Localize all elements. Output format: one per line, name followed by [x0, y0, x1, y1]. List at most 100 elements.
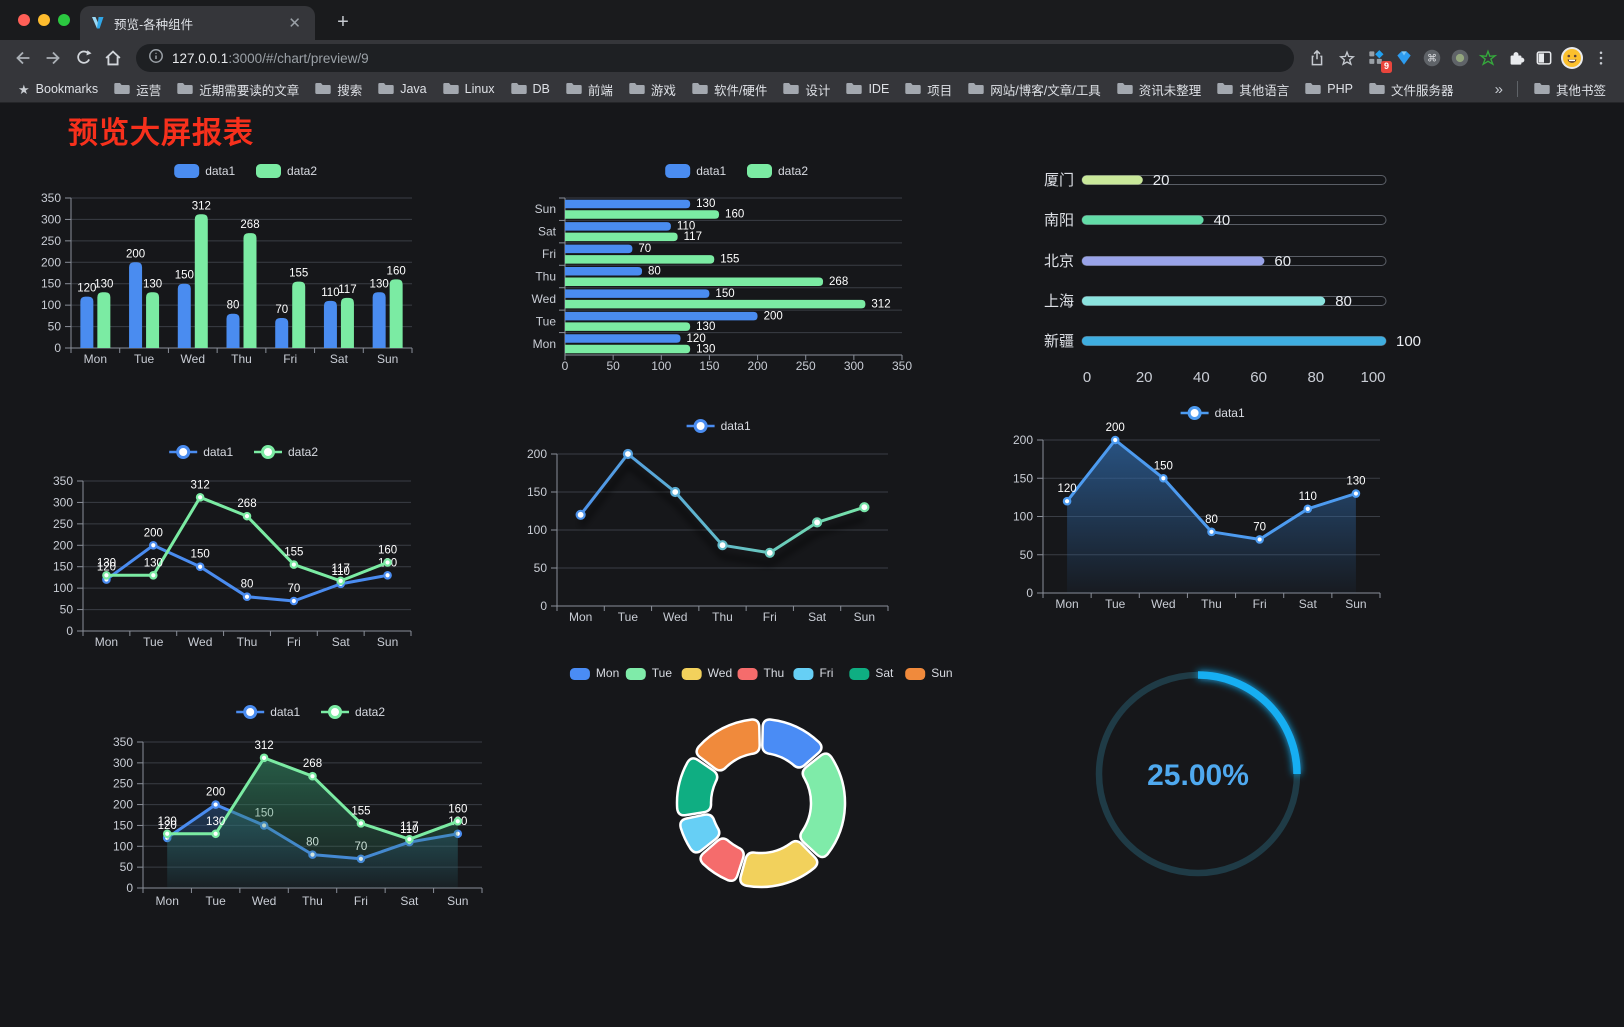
svg-text:150: 150	[1013, 471, 1033, 485]
url-bar[interactable]: 127.0.0.1:3000/#/chart/preview/9	[136, 44, 1294, 72]
svg-text:80: 80	[648, 266, 661, 278]
profile-avatar[interactable]	[1558, 44, 1586, 72]
svg-text:厦门: 厦门	[1044, 172, 1074, 189]
svg-text:0: 0	[1083, 369, 1091, 386]
svg-text:0: 0	[562, 359, 569, 373]
svg-text:200: 200	[1013, 433, 1033, 447]
bookmark-folder[interactable]: 网站/博客/文章/工具	[960, 77, 1108, 102]
bookmark-folder[interactable]: DB	[503, 78, 558, 101]
grouped-horizontal-bar-chart[interactable]: data1 data2 0 50 100 150 200 250 300 350 Mon 120 130…	[505, 150, 920, 375]
bookmark-folder[interactable]: Java	[370, 78, 434, 101]
svg-text:200: 200	[764, 310, 783, 322]
svg-text:100: 100	[113, 839, 133, 853]
gradient-line-chart[interactable]: data1 0 50 100 150 200 Mon Tue Wed Thu Fri Sat Sun	[510, 400, 905, 630]
folder-icon	[629, 81, 645, 98]
grouped-bar-chart[interactable]: data1 data2 0 50 100 150 200 250 300 350 Mon Tue Wed…	[40, 155, 435, 373]
city-progress-chart[interactable]: 厦门 20 南阳 40 北京 60 上海 80 新疆 100 0 20 40 60 80 100	[1020, 150, 1424, 395]
svg-text:312: 312	[254, 740, 273, 752]
folder-icon	[1217, 81, 1233, 98]
new-tab-button[interactable]: +	[337, 11, 349, 33]
svg-text:350: 350	[113, 735, 133, 749]
browser-tab[interactable]: 预览-各种组件 ✕	[80, 6, 315, 40]
green-star-extension-icon[interactable]	[1474, 44, 1502, 72]
bookmark-folder[interactable]: Linux	[435, 78, 503, 101]
svg-text:南阳: 南阳	[1044, 212, 1074, 229]
folder-icon	[846, 81, 863, 98]
bookmark-folder[interactable]: 软件/硬件	[684, 77, 775, 102]
bookmark-folder[interactable]: 前端	[558, 77, 621, 102]
svg-text:data1: data1	[203, 445, 233, 459]
svg-text:100: 100	[527, 523, 547, 537]
percent-gauge-chart[interactable]: 25.00%	[1085, 660, 1315, 890]
svg-text:20: 20	[1136, 369, 1153, 386]
extension-badge: 9	[1380, 61, 1392, 73]
svg-text:80: 80	[241, 579, 254, 591]
svg-text:Wed: Wed	[188, 635, 212, 649]
svg-text:Tue: Tue	[1105, 597, 1126, 611]
bookmark-folder[interactable]: 文件服务器	[1361, 77, 1462, 102]
extension-grid-icon[interactable]: 9	[1362, 44, 1392, 73]
area-line-chart[interactable]: data1 0 50 100 150 200 Mon Tue Wed Thu Fri Sat Sun 12…	[1013, 395, 1424, 620]
svg-text:130: 130	[158, 816, 177, 828]
svg-text:150: 150	[41, 277, 61, 291]
bookmarks-root-button[interactable]: ★ Bookmarks	[10, 79, 106, 99]
svg-text:160: 160	[448, 803, 467, 815]
bookmark-folder[interactable]: PHP	[1297, 78, 1361, 101]
zoom-window-button[interactable]	[58, 14, 70, 26]
svg-text:Thu: Thu	[712, 610, 733, 624]
site-favicon-icon	[90, 13, 106, 34]
svg-text:Sun: Sun	[931, 666, 952, 680]
svg-text:70: 70	[287, 583, 300, 595]
svg-text:200: 200	[1106, 422, 1125, 434]
bookmark-folder[interactable]: 其他语言	[1209, 77, 1297, 102]
bookmark-folder[interactable]: 近期需要读的文章	[169, 77, 307, 102]
svg-text:data2: data2	[778, 164, 808, 178]
folder-icon	[905, 81, 921, 98]
svg-text:250: 250	[796, 359, 816, 373]
forward-icon[interactable]	[38, 43, 68, 73]
other-bookmarks-button[interactable]: 其他书签	[1526, 77, 1614, 102]
svg-text:268: 268	[829, 276, 848, 288]
bookmark-folder[interactable]: 搜索	[307, 77, 370, 102]
bookmark-folder[interactable]: 资讯未整理	[1109, 77, 1210, 102]
bookmarks-overflow-button[interactable]: »	[1494, 80, 1503, 98]
svg-text:100: 100	[53, 581, 73, 595]
svg-text:250: 250	[41, 234, 61, 248]
browser-toolbar: 127.0.0.1:3000/#/chart/preview/9 9 ⌘	[0, 40, 1624, 76]
bookmark-folder[interactable]: 运营	[106, 77, 169, 102]
bookmark-folder[interactable]: 设计	[775, 77, 838, 102]
two-series-line-chart[interactable]: data1 data2 0 50 100 150 200 250 300 350 Mon Tue Wed…	[45, 435, 435, 660]
svg-text:Fri: Fri	[287, 635, 301, 649]
svg-text:40: 40	[1193, 369, 1210, 386]
svg-text:Fri: Fri	[1253, 597, 1267, 611]
record-extension-icon[interactable]	[1446, 44, 1474, 72]
command-extension-icon[interactable]: ⌘	[1418, 44, 1446, 72]
minimize-window-button[interactable]	[38, 14, 50, 26]
home-icon[interactable]	[98, 43, 128, 73]
reload-icon[interactable]	[68, 43, 98, 73]
tab-close-icon[interactable]: ✕	[288, 14, 301, 32]
bookmark-folder[interactable]: 游戏	[621, 77, 684, 102]
back-icon[interactable]	[8, 43, 38, 73]
split-view-icon[interactable]	[1530, 44, 1558, 72]
bookmark-folder[interactable]: 项目	[897, 77, 960, 102]
bookmark-folder[interactable]: IDE	[838, 78, 897, 101]
menu-kebab-icon[interactable]	[1586, 43, 1616, 73]
other-bookmarks-label: 其他书签	[1555, 83, 1606, 98]
svg-text:20: 20	[1153, 172, 1170, 189]
share-icon[interactable]	[1302, 43, 1332, 73]
gem-extension-icon[interactable]	[1390, 44, 1418, 72]
site-info-icon[interactable]	[148, 48, 164, 69]
bookmarks-divider	[1516, 81, 1518, 97]
close-window-button[interactable]	[18, 14, 30, 26]
svg-text:130: 130	[206, 816, 225, 828]
two-series-area-chart[interactable]: data1 data2 0 50 100 150 200 250 300 350 Mon Tue Wed…	[100, 690, 515, 930]
svg-text:150: 150	[715, 288, 734, 300]
folder-icon	[783, 81, 800, 98]
week-donut-chart[interactable]: Mon Tue Wed Thu Fri Sat Sun	[569, 655, 960, 945]
svg-text:120: 120	[1057, 483, 1076, 495]
puzzle-extension-icon[interactable]	[1502, 44, 1530, 72]
svg-text:120: 120	[77, 283, 96, 295]
bookmark-star-icon[interactable]	[1332, 43, 1362, 73]
svg-text:50: 50	[1020, 548, 1034, 562]
